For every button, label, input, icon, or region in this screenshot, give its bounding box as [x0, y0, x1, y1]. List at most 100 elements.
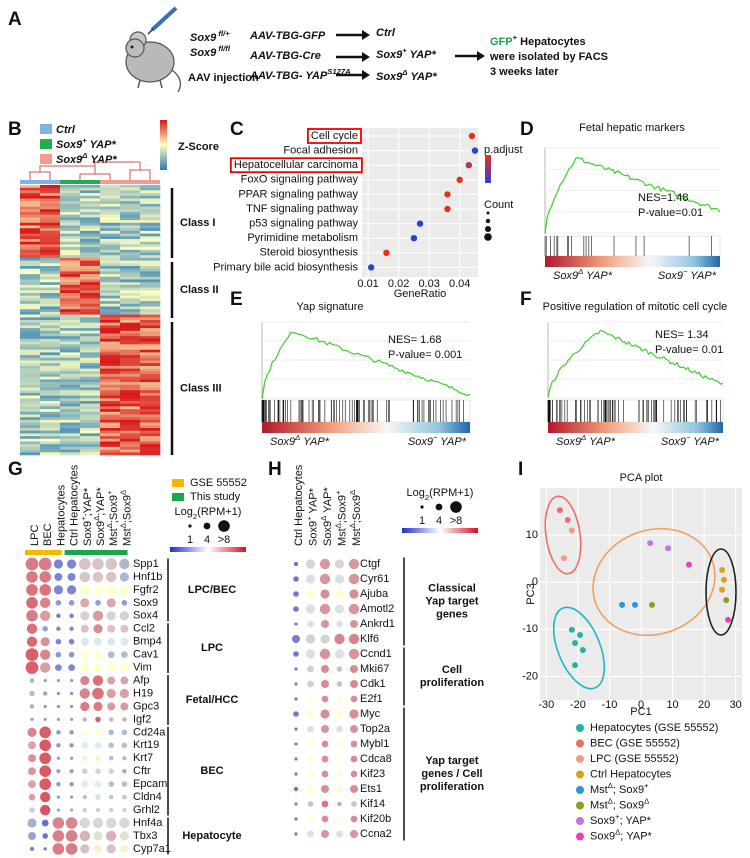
heatmap-cell	[60, 341, 81, 345]
dot	[305, 604, 316, 614]
heatmap-cell	[40, 241, 61, 245]
dot	[307, 725, 314, 733]
dot	[93, 624, 103, 634]
dot	[56, 613, 61, 618]
gene-label: Sox9	[133, 597, 158, 609]
heatmap-cell	[40, 430, 61, 434]
dot	[350, 740, 358, 748]
heatmap-cell	[120, 314, 141, 318]
gene-label: Myc	[360, 708, 381, 720]
heatmap-cell	[40, 379, 61, 383]
dot	[107, 637, 116, 646]
dot	[80, 844, 90, 854]
genotype: Sox9 fl/fl	[190, 44, 231, 59]
heatmap-cell	[20, 371, 41, 375]
heatmap-cell	[100, 395, 121, 399]
dot	[334, 649, 345, 659]
heatmap-cell	[20, 438, 41, 442]
group-label: LPC/BEC	[188, 584, 236, 596]
heatmap-cell	[100, 441, 121, 445]
heatmap-cell	[80, 330, 101, 334]
point	[619, 601, 626, 608]
column-bar	[20, 180, 40, 184]
heatmap-cell	[120, 190, 141, 194]
heatmap-cell	[80, 336, 101, 340]
panel-label: C	[230, 119, 244, 140]
gene-label: Mki67	[360, 663, 389, 675]
dot	[119, 831, 129, 841]
heatmap-cell	[40, 411, 61, 415]
dot	[321, 770, 329, 778]
heatmap-cell	[60, 314, 81, 318]
heatmap-cell	[100, 438, 121, 442]
dot	[106, 584, 117, 596]
column-label: MstΔ;Sox9Δ	[118, 490, 133, 546]
heatmap-cell	[120, 392, 141, 396]
heatmap-cell	[140, 263, 161, 267]
gene-label: Spp1	[133, 558, 159, 570]
heatmap-cell	[120, 374, 141, 377]
heatmap-cell	[40, 360, 61, 364]
dot	[68, 638, 75, 645]
dot	[350, 830, 358, 838]
dot	[56, 691, 61, 696]
dot	[94, 741, 102, 749]
heatmap-cell	[60, 203, 81, 207]
heatmap-cell	[40, 284, 61, 288]
category-label: Pyrimidine metabolism	[247, 232, 358, 244]
dot	[321, 665, 329, 673]
dot	[40, 649, 51, 660]
dot	[336, 816, 343, 822]
plot-area	[362, 128, 478, 277]
heatmap-cell	[20, 217, 41, 221]
text-part: Sox9	[82, 521, 94, 546]
heatmap-cell	[120, 360, 141, 364]
heatmap-cell	[120, 433, 141, 437]
heatmap-cell	[120, 276, 141, 280]
heatmap-cell	[20, 212, 41, 215]
dot	[39, 778, 51, 790]
rank-heat	[545, 256, 720, 267]
heatmap-cell	[100, 333, 121, 337]
heatmap-cell	[80, 444, 101, 448]
heatmap-cell	[40, 387, 61, 391]
heatmap-cell	[40, 336, 61, 340]
heatmap-cell	[100, 417, 121, 421]
phenotype-label: Sox9− YAP*	[408, 433, 467, 448]
heatmap-cell	[20, 193, 41, 197]
legend-title: p.adjust	[484, 144, 523, 156]
heatmap-cell	[20, 347, 41, 350]
heatmap-cell	[80, 214, 101, 218]
heatmap-cell	[100, 419, 121, 423]
heatmap-cell	[40, 436, 61, 440]
gene-label: Klf6	[360, 633, 379, 645]
heatmap-cell	[60, 398, 81, 402]
text-part: YAP*	[407, 49, 437, 61]
heatmap-cell	[80, 425, 101, 429]
dot	[68, 600, 75, 606]
heatmap-cell	[20, 206, 41, 210]
point	[723, 597, 730, 604]
heatmap-cell	[20, 336, 41, 340]
text-part: YAP*	[307, 487, 319, 516]
column-label: Ctrl Hepatocytes	[293, 464, 305, 546]
group-label: Yap target	[425, 755, 479, 767]
heatmap-cell	[120, 271, 141, 275]
dot	[119, 572, 129, 582]
dot	[28, 831, 36, 840]
heatmap-cell	[100, 228, 121, 232]
heatmap-cell	[20, 255, 41, 259]
dot	[305, 559, 316, 569]
heatmap-cell	[140, 190, 161, 194]
dot	[306, 710, 315, 718]
heatmap-cell	[140, 398, 161, 402]
heatmap-cell	[60, 239, 81, 242]
heatmap-cell	[20, 425, 41, 429]
heatmap-cell	[100, 195, 121, 199]
dot	[336, 666, 343, 672]
point	[649, 601, 656, 608]
legend-label: Sox9+ YAP*	[56, 136, 116, 151]
gene-label: Ccna2	[360, 828, 392, 840]
heatmap-cell	[40, 195, 61, 199]
heatmap-cell	[100, 433, 121, 437]
